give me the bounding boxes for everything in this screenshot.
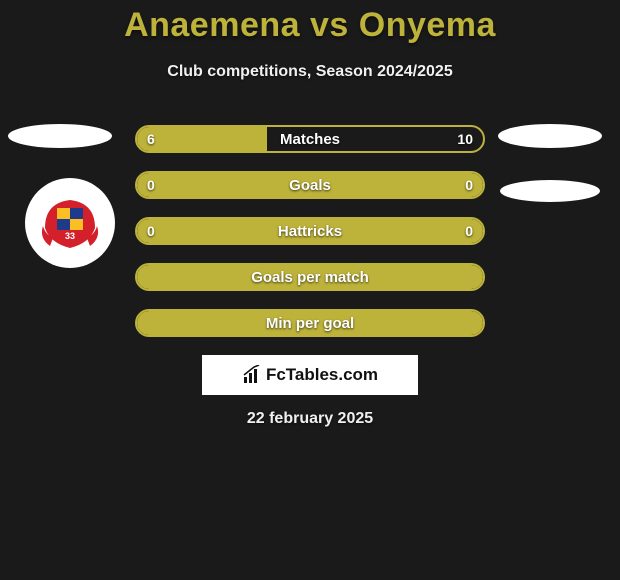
bar-label: Matches (137, 127, 483, 151)
bar-goals-per-match: Goals per match (135, 263, 485, 291)
player-photo-left (8, 124, 112, 148)
club-logo-left: 33 (25, 178, 115, 268)
comparison-date: 22 february 2025 (0, 410, 620, 428)
comparison-bars: 6 Matches 10 0 Goals 0 0 Hattricks 0 Goa… (135, 125, 485, 355)
bar-min-per-goal: Min per goal (135, 309, 485, 337)
bar-chart-icon (242, 365, 262, 385)
watermark-content: FcTables.com (242, 365, 378, 385)
bar-value-right: 10 (457, 127, 473, 151)
bar-value-right: 0 (465, 173, 473, 197)
bar-label: Goals (137, 173, 483, 197)
comparison-title: Anaemena vs Onyema (0, 0, 620, 45)
bar-value-right: 0 (465, 219, 473, 243)
watermark-text: FcTables.com (266, 365, 378, 385)
bar-label: Hattricks (137, 219, 483, 243)
club-logo-right (500, 180, 600, 202)
player-photo-right (498, 124, 602, 148)
bar-matches: 6 Matches 10 (135, 125, 485, 153)
comparison-subtitle: Club competitions, Season 2024/2025 (0, 63, 620, 81)
club-crest-icon: 33 (35, 188, 105, 258)
bar-label: Min per goal (137, 311, 483, 335)
svg-text:33: 33 (65, 231, 75, 241)
bar-label: Goals per match (137, 265, 483, 289)
bar-goals: 0 Goals 0 (135, 171, 485, 199)
bar-hattricks: 0 Hattricks 0 (135, 217, 485, 245)
fctables-watermark: FcTables.com (202, 355, 418, 395)
